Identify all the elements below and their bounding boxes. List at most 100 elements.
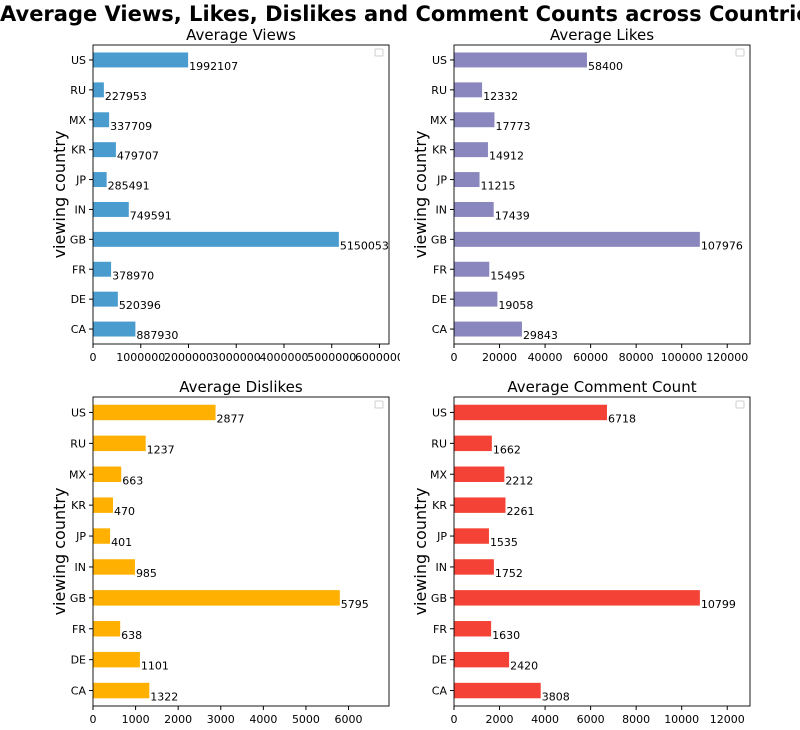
- y-tick-label: JP: [75, 174, 86, 187]
- bar: [454, 231, 700, 247]
- bar-value-label: 17439: [495, 209, 530, 222]
- bar: [454, 82, 483, 98]
- bar-value-label: 378970: [112, 269, 154, 282]
- y-tick-label: MX: [69, 114, 86, 127]
- bar: [454, 435, 492, 452]
- bar: [454, 201, 494, 217]
- bar-value-label: 12332: [483, 90, 518, 103]
- y-tick-label: RU: [70, 437, 86, 450]
- bar-value-label: 479707: [117, 150, 159, 163]
- bar: [454, 590, 700, 606]
- bar: [93, 466, 122, 482]
- bar: [93, 52, 189, 68]
- y-tick-label: JP: [436, 174, 447, 187]
- y-tick-label: KR: [71, 144, 86, 157]
- bar: [93, 172, 107, 188]
- bar-value-label: 1101: [141, 660, 169, 673]
- y-tick-label: GB: [70, 233, 86, 246]
- x-tick-label: 3000: [207, 713, 235, 726]
- bar-value-label: 638: [121, 629, 142, 642]
- bar-value-label: 17773: [495, 120, 530, 133]
- bar: [93, 201, 129, 217]
- legend-box: [374, 400, 384, 409]
- bar-value-label: 1535: [490, 536, 518, 549]
- legend-box: [735, 48, 745, 57]
- bar: [93, 142, 116, 158]
- y-axis-label: viewing country: [50, 131, 69, 259]
- bar: [454, 142, 488, 158]
- bar-value-label: 15495: [490, 269, 525, 282]
- y-tick-label: US: [432, 54, 447, 67]
- bar-value-label: 2261: [506, 505, 534, 518]
- bar: [93, 559, 135, 575]
- y-tick-label: IN: [436, 561, 447, 574]
- bar: [454, 112, 495, 128]
- bar-value-label: 3808: [542, 691, 570, 704]
- y-tick-label: GB: [431, 233, 447, 246]
- x-tick-label: 0: [90, 713, 97, 726]
- bar-value-label: 2212: [505, 474, 533, 487]
- chart-average-likes: 29843 CA 19058 DE 15495 FR 107976 GB 17439 IN 1121…: [411, 26, 751, 364]
- panel-title: Average Comment Count: [507, 378, 696, 396]
- y-axis-label: viewing country: [411, 131, 430, 259]
- bar: [93, 82, 104, 98]
- bar: [93, 261, 112, 277]
- y-tick-label: IN: [436, 203, 447, 216]
- x-tick-label: 8000: [622, 713, 650, 726]
- y-tick-label: CA: [71, 323, 87, 336]
- bar-value-label: 1662: [493, 443, 521, 456]
- bar-value-label: 6718: [608, 412, 636, 425]
- x-tick-label: 6000: [335, 713, 363, 726]
- y-tick-label: RU: [431, 437, 447, 450]
- axes-frame: [92, 44, 390, 345]
- bar-value-label: 887930: [136, 329, 178, 342]
- bar-value-label: 520396: [119, 299, 161, 312]
- y-tick-label: IN: [75, 561, 86, 574]
- x-tick-label: 120000: [706, 351, 748, 364]
- x-tick-label: 4000: [249, 713, 277, 726]
- bar: [93, 291, 118, 307]
- bar: [454, 528, 489, 544]
- y-tick-label: RU: [431, 84, 447, 97]
- bar: [454, 466, 505, 482]
- bar: [93, 404, 216, 421]
- bar: [93, 112, 110, 128]
- legend-box: [374, 48, 384, 57]
- y-tick-label: IN: [75, 203, 86, 216]
- x-tick-label: 6000000: [355, 351, 400, 364]
- x-tick-label: 0: [451, 351, 458, 364]
- chart-average-dislikes: 1322 CA 1101 DE 638 FR 5795 GB 985 IN 401 JP 470 KR 66…: [50, 378, 390, 726]
- x-tick-label: 0: [451, 713, 458, 726]
- y-tick-label: CA: [432, 323, 448, 336]
- axes-frame: [453, 44, 751, 345]
- panel-title: Average Dislikes: [179, 378, 303, 396]
- panel-title: Average Likes: [550, 26, 654, 44]
- y-tick-label: FR: [433, 623, 447, 636]
- bar-value-label: 337709: [110, 120, 152, 133]
- y-tick-label: DE: [432, 654, 447, 667]
- x-tick-label: 2000: [486, 713, 514, 726]
- x-tick-label: 60000: [573, 351, 608, 364]
- bar: [454, 52, 587, 68]
- bar-value-label: 1752: [495, 567, 523, 580]
- y-tick-label: JP: [436, 530, 447, 543]
- legend-box: [735, 400, 745, 409]
- x-tick-label: 80000: [619, 351, 654, 364]
- y-tick-label: FR: [72, 263, 86, 276]
- x-tick-label: 100000: [661, 351, 703, 364]
- bar-value-label: 11215: [481, 180, 516, 193]
- bar: [454, 261, 490, 277]
- y-tick-label: KR: [432, 499, 447, 512]
- y-tick-label: JP: [75, 530, 86, 543]
- y-tick-label: US: [432, 406, 447, 419]
- y-tick-label: GB: [431, 592, 447, 605]
- bar: [93, 621, 121, 637]
- y-axis-label: viewing country: [411, 488, 430, 616]
- x-tick-label: 10000: [664, 713, 699, 726]
- x-tick-label: 4000000: [259, 351, 308, 364]
- x-tick-label: 3000000: [212, 351, 261, 364]
- y-tick-label: DE: [71, 293, 86, 306]
- bar-value-label: 19058: [498, 299, 533, 312]
- x-tick-label: 2000000: [164, 351, 213, 364]
- x-tick-label: 5000: [292, 713, 320, 726]
